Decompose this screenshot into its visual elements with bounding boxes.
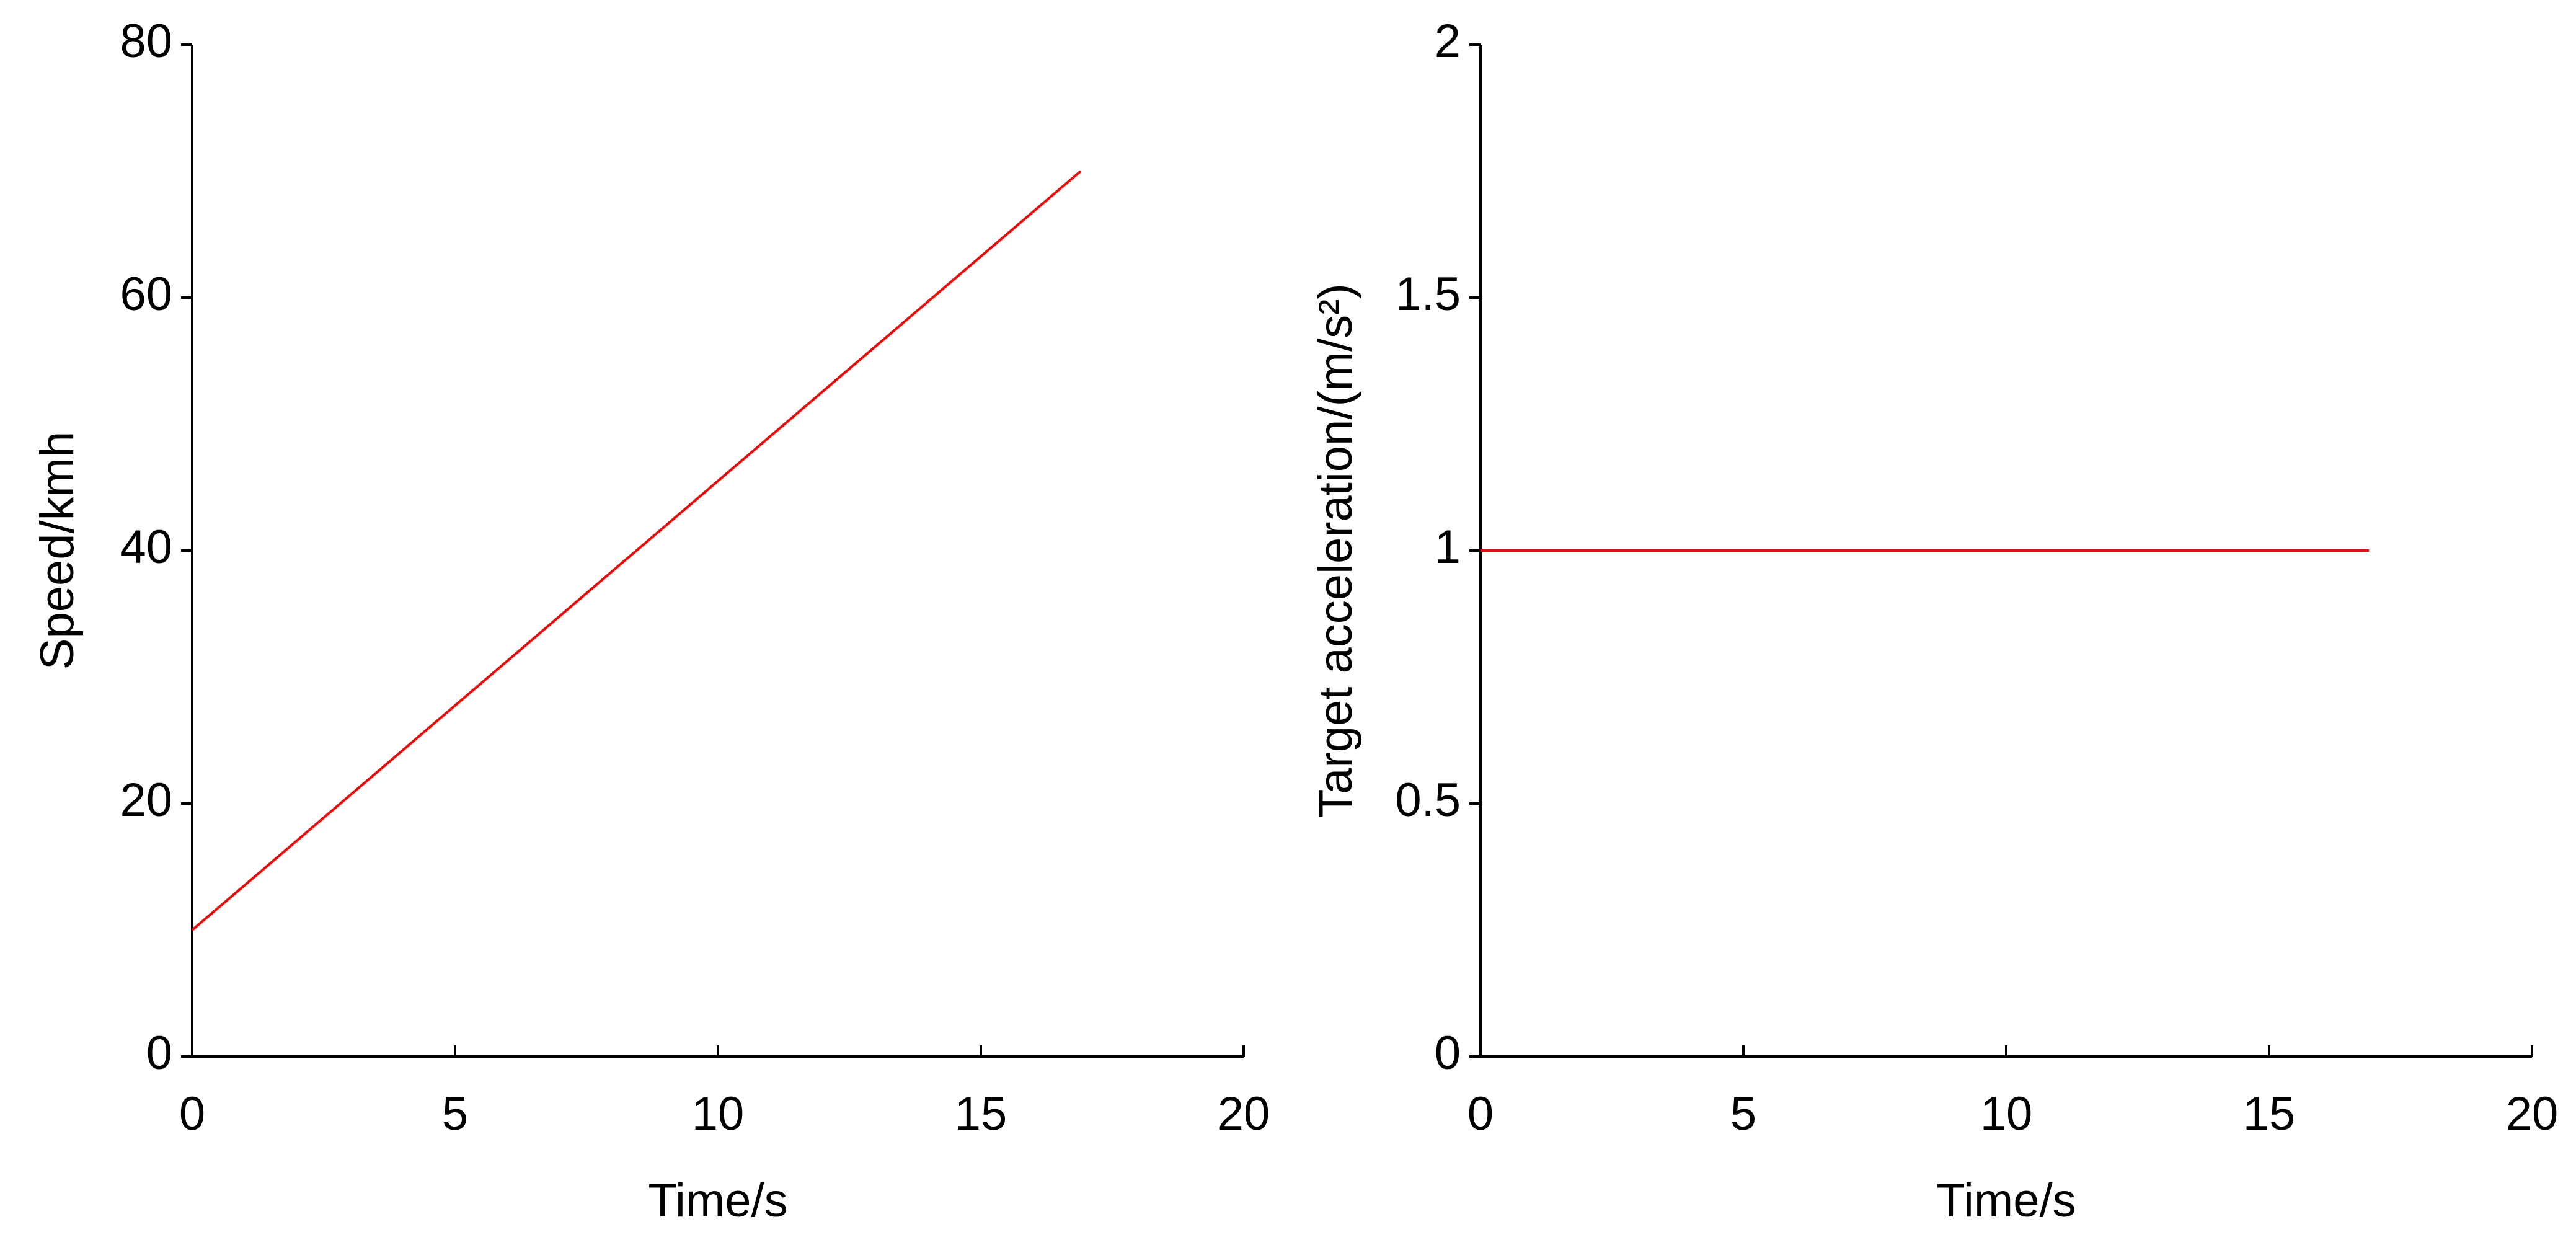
y-tick-label: 40 — [120, 521, 172, 574]
y-tick-label: 1 — [1435, 521, 1461, 574]
data-line — [191, 170, 1082, 931]
x-axis-label: Time/s — [648, 1174, 787, 1227]
y-axis-label: Target acceleration/(m/s²) — [1309, 283, 1362, 818]
x-tick-label: 20 — [2506, 1088, 2559, 1140]
x-tick-label: 0 — [1467, 1088, 1494, 1140]
x-tick-label: 0 — [179, 1088, 205, 1140]
y-axis-label: Speed/kmh — [31, 432, 84, 670]
x-tick-label: 20 — [1218, 1088, 1270, 1140]
x-axis-label: Time/s — [1936, 1174, 2076, 1227]
y-tick-label: 20 — [120, 774, 172, 826]
x-tick-label: 5 — [442, 1088, 468, 1140]
y-tick-label: 0.5 — [1395, 774, 1461, 826]
x-tick-label: 15 — [2243, 1088, 2296, 1140]
x-tick-label: 15 — [955, 1088, 1007, 1140]
x-tick-label: 10 — [1980, 1088, 2033, 1140]
y-tick-label: 80 — [120, 15, 172, 68]
y-tick-label: 0 — [1435, 1027, 1461, 1079]
y-tick-label: 0 — [146, 1027, 172, 1079]
y-tick-label: 2 — [1435, 15, 1461, 68]
x-tick-label: 10 — [692, 1088, 745, 1140]
y-tick-label: 1.5 — [1395, 268, 1461, 321]
y-tick-label: 60 — [120, 268, 172, 321]
chart-panel: 0 20 40 60 80 0 5 10 15 20 Time/s Speed/kmh — [31, 15, 1270, 1227]
x-tick-label: 5 — [1730, 1088, 1756, 1140]
